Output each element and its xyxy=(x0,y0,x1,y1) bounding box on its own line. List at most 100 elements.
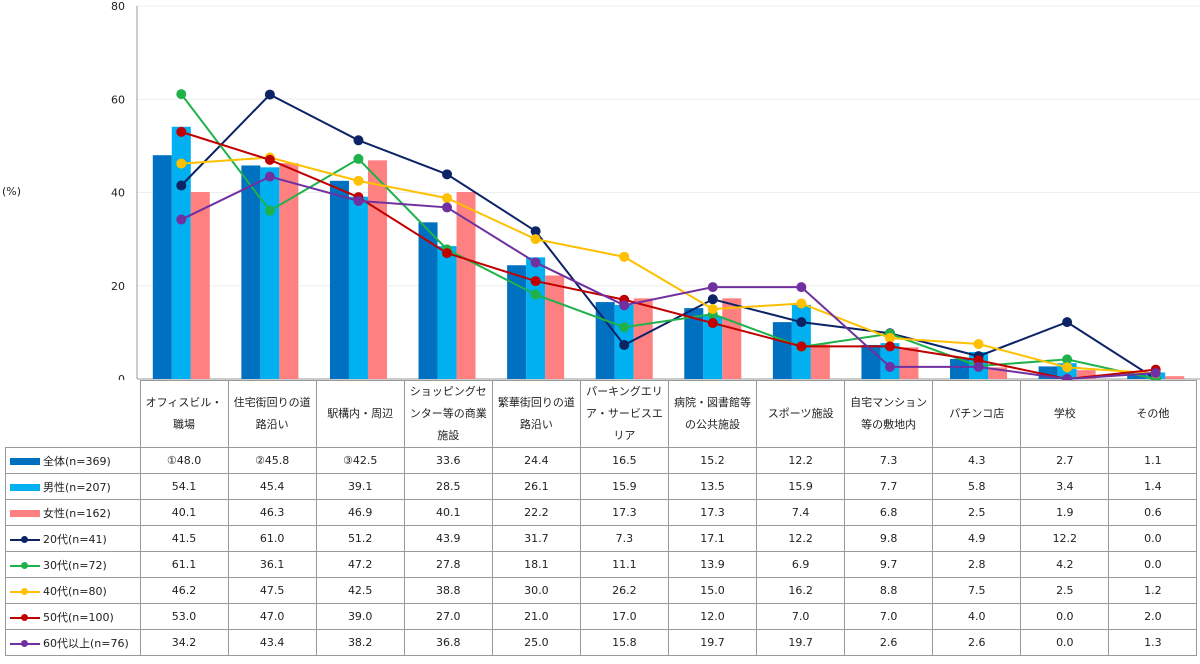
data-point xyxy=(1062,374,1073,380)
series-line xyxy=(180,130,1156,380)
data-cell: 0.0 xyxy=(1020,629,1110,656)
bar xyxy=(950,358,970,379)
series-line xyxy=(180,175,1156,380)
series-name: 60代以上(n=76) xyxy=(43,636,129,650)
data-cell: 15.2 xyxy=(667,447,758,474)
data-cell: 12.2 xyxy=(756,447,846,474)
data-cell: 41.5 xyxy=(139,525,229,552)
data-cell: 9.7 xyxy=(844,551,934,578)
data-point xyxy=(619,300,630,311)
data-cell: 38.8 xyxy=(403,577,493,604)
legend-swatch xyxy=(10,458,40,465)
legend-entry: 50代(n=100) xyxy=(5,603,141,630)
data-cell: 47.5 xyxy=(227,577,317,604)
data-cell: 51.2 xyxy=(315,525,405,552)
data-point xyxy=(619,322,630,333)
data-cell: 2.5 xyxy=(1020,577,1110,604)
y-tick-label: 0 xyxy=(118,373,125,380)
data-cell: 13.9 xyxy=(667,551,758,578)
data-cell: 61.0 xyxy=(227,525,317,552)
series-name: 40代(n=80) xyxy=(43,584,107,598)
category-label: 学校 xyxy=(1020,380,1110,448)
table-corner xyxy=(5,380,141,448)
y-tick-label: 20 xyxy=(111,280,125,293)
legend-entry: 30代(n=72) xyxy=(5,551,141,578)
data-point xyxy=(442,169,453,180)
legend-swatch xyxy=(10,536,40,543)
data-cell: 18.1 xyxy=(491,551,581,578)
data-cell: 15.8 xyxy=(579,629,669,656)
data-cell: 46.2 xyxy=(139,577,229,604)
data-cell: 0.0 xyxy=(1020,603,1110,630)
data-cell: 0.0 xyxy=(1108,551,1198,578)
bar xyxy=(367,160,387,379)
data-point xyxy=(1062,317,1073,328)
data-cell: 46.3 xyxy=(227,499,317,526)
data-point xyxy=(1062,362,1073,373)
data-cell: 4.2 xyxy=(1020,551,1110,578)
series-name: 全体(n=369) xyxy=(43,454,111,468)
bar xyxy=(526,257,546,379)
data-cell: 17.0 xyxy=(579,603,669,630)
data-point xyxy=(707,282,718,293)
data-cell: 36.1 xyxy=(227,551,317,578)
data-cell: 17.3 xyxy=(579,499,669,526)
data-point xyxy=(176,158,187,169)
series-name: 女性(n=162) xyxy=(43,506,111,520)
data-cell: 7.4 xyxy=(756,499,846,526)
data-point xyxy=(530,289,541,300)
data-cell: 15.9 xyxy=(579,473,669,500)
category-label: 駅構内・周辺 xyxy=(315,380,405,448)
data-cell: 1.4 xyxy=(1108,473,1198,500)
data-cell: 19.7 xyxy=(756,629,846,656)
data-cell: 17.3 xyxy=(667,499,758,526)
data-point xyxy=(973,361,984,372)
data-cell: 33.6 xyxy=(403,447,493,474)
bar xyxy=(633,298,653,379)
legend-entry: 20代(n=41) xyxy=(5,525,141,552)
legend-swatch xyxy=(10,484,40,491)
data-cell: 12.0 xyxy=(667,603,758,630)
data-cell: 2.5 xyxy=(932,499,1022,526)
data-cell: 17.1 xyxy=(667,525,758,552)
table-row: 女性(n=162) 40.1 46.3 46.9 40.1 22.2 17.3 17.3 7.4… xyxy=(5,499,1198,526)
data-point xyxy=(707,318,718,329)
legend-entry: 男性(n=207) xyxy=(5,473,141,500)
bar xyxy=(190,192,210,379)
data-cell: 24.4 xyxy=(491,447,581,474)
data-cell: 47.0 xyxy=(227,603,317,630)
y-tick-label: 80 xyxy=(111,0,125,13)
data-point xyxy=(973,339,984,350)
y-tick-label: 40 xyxy=(111,187,125,200)
data-cell: 16.5 xyxy=(579,447,669,474)
series-name: 20代(n=41) xyxy=(43,532,107,546)
data-cell: 7.3 xyxy=(579,525,669,552)
table-row: 全体(n=369) ①48.0 ②45.8 ③42.5 33.6 24.4 16.5 15.2… xyxy=(5,447,1198,474)
data-point xyxy=(353,195,364,206)
data-cell: 22.2 xyxy=(491,499,581,526)
data-cell: 39.0 xyxy=(315,603,405,630)
category-label: 繁華街回りの道路沿い xyxy=(491,380,581,448)
category-label: パーキングエリア・サービスエリア xyxy=(579,380,669,448)
legend-swatch xyxy=(10,640,40,647)
data-cell: 26.2 xyxy=(579,577,669,604)
data-point xyxy=(707,294,718,305)
legend-entry: 女性(n=162) xyxy=(5,499,141,526)
data-point xyxy=(176,89,187,100)
data-cell: 8.8 xyxy=(844,577,934,604)
bar xyxy=(260,167,280,379)
data-cell: 1.2 xyxy=(1108,577,1198,604)
legend-entry: 40代(n=80) xyxy=(5,577,141,604)
data-cell: 9.8 xyxy=(844,525,934,552)
data-cell: 38.2 xyxy=(315,629,405,656)
data-cell: 16.2 xyxy=(756,577,846,604)
table-row: 20代(n=41) 41.5 61.0 51.2 43.9 31.7 7.3 17.1 12.2… xyxy=(5,525,1198,552)
series-line xyxy=(180,93,1157,380)
data-point xyxy=(619,251,630,262)
category-label: スポーツ施設 xyxy=(756,380,846,448)
bar xyxy=(437,246,457,379)
data-cell: 11.1 xyxy=(579,551,669,578)
data-point xyxy=(796,317,807,328)
bar xyxy=(988,367,1008,379)
data-cell: 2.7 xyxy=(1020,447,1110,474)
